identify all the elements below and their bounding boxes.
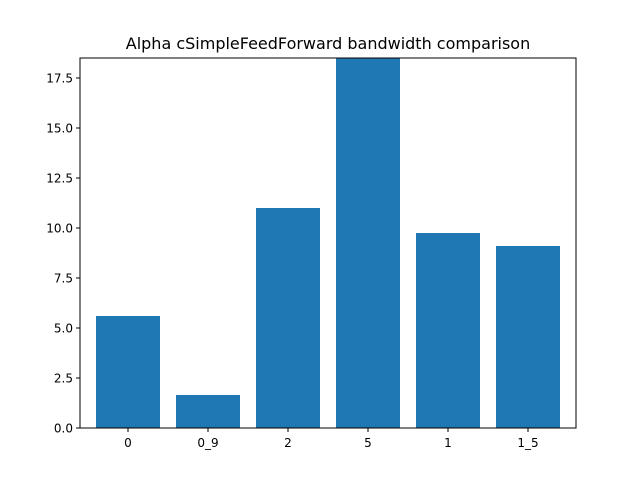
- x-tick-label: 5: [364, 436, 372, 450]
- bar-0: [96, 316, 160, 428]
- y-tick-label: 2.5: [54, 372, 73, 386]
- y-tick-label: 15.0: [46, 122, 73, 136]
- y-tick-label: 17.5: [46, 72, 73, 86]
- bar-0_9: [176, 395, 240, 428]
- chart-title: Alpha cSimpleFeedForward bandwidth compa…: [126, 34, 530, 53]
- x-axis: 0 0_9 2 5 1 1_5: [124, 428, 539, 450]
- x-tick-label: 2: [284, 436, 292, 450]
- x-tick-label: 0: [124, 436, 132, 450]
- bar-5: [336, 58, 400, 428]
- y-tick-label: 0.0: [54, 422, 73, 436]
- y-tick-label: 7.5: [54, 272, 73, 286]
- x-tick-label: 1_5: [517, 436, 538, 450]
- bar-2: [256, 208, 320, 428]
- y-axis: 0.0 2.5 5.0 7.5 10.0 12.5 15.0 17.5: [46, 72, 80, 436]
- y-tick-label: 10.0: [46, 222, 73, 236]
- y-tick-label: 12.5: [46, 172, 73, 186]
- bars-group: [96, 58, 560, 428]
- x-tick-label: 1: [444, 436, 452, 450]
- plot-frame: [79, 57, 577, 429]
- bar-1_5: [496, 246, 560, 428]
- bar-1: [416, 233, 480, 428]
- y-tick-label: 5.0: [54, 322, 73, 336]
- x-tick-label: 0_9: [197, 436, 218, 450]
